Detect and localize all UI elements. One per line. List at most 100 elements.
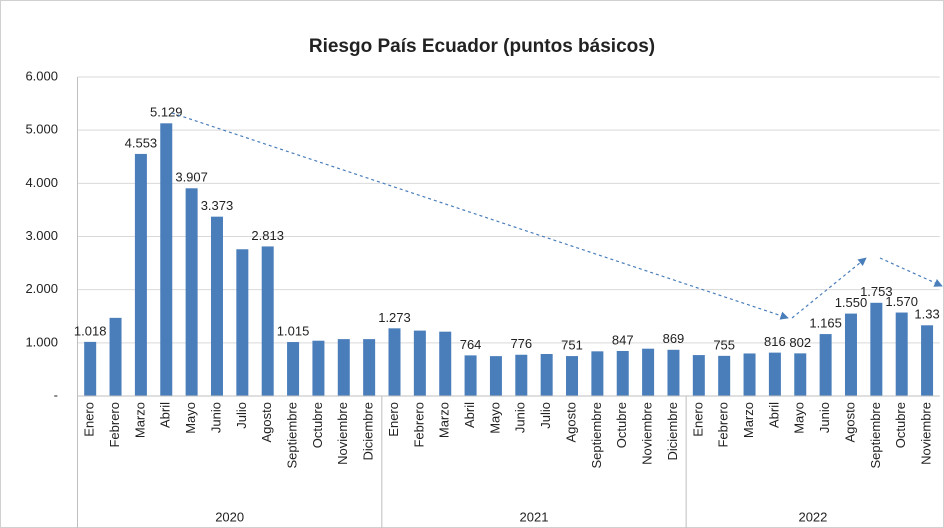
value-label: 1.165 bbox=[809, 315, 842, 330]
value-label: 3.373 bbox=[201, 198, 234, 213]
bar bbox=[540, 353, 553, 396]
value-label: 751 bbox=[561, 338, 583, 353]
x-tick-label: Noviembre bbox=[335, 402, 350, 465]
value-label: 1.018 bbox=[74, 323, 107, 338]
x-tick-label: Febrero bbox=[107, 402, 122, 448]
bar bbox=[185, 188, 198, 396]
x-tick-label: Noviembre bbox=[640, 402, 655, 465]
bar bbox=[515, 354, 528, 396]
bar bbox=[870, 302, 883, 396]
x-tick-label: Agosto bbox=[259, 402, 274, 442]
bar bbox=[743, 353, 756, 396]
x-tick-label: Octubre bbox=[893, 402, 908, 448]
x-tick-label: Marzo bbox=[741, 402, 756, 438]
value-label: 1.273 bbox=[378, 310, 411, 325]
value-label: 1.015 bbox=[277, 323, 310, 338]
trend-arrows bbox=[171, 112, 943, 320]
bar bbox=[413, 330, 426, 396]
bar bbox=[261, 246, 274, 396]
y-tick-label: 3.000 bbox=[25, 228, 58, 243]
group-label: 2020 bbox=[215, 509, 244, 524]
bar bbox=[642, 348, 655, 396]
x-tick-label: Agosto bbox=[563, 402, 578, 442]
x-tick-label: Junio bbox=[513, 402, 528, 433]
x-tick-label: Febrero bbox=[411, 402, 426, 448]
value-label: 764 bbox=[460, 337, 482, 352]
x-tick-label: Septiembre bbox=[284, 402, 299, 468]
value-label: 1.753 bbox=[860, 284, 893, 299]
x-tick-label: Enero bbox=[82, 402, 97, 437]
value-label: 1.570 bbox=[885, 294, 918, 309]
x-tick-label: Abril bbox=[462, 402, 477, 428]
x-tick-label: Marzo bbox=[437, 402, 452, 438]
chart-title: Riesgo País Ecuador (puntos básicos) bbox=[309, 36, 655, 57]
x-tick-label: Enero bbox=[386, 402, 401, 437]
bar bbox=[768, 352, 781, 396]
x-tick-label: Abril bbox=[766, 402, 781, 428]
x-tick-label: Mayo bbox=[183, 402, 198, 434]
bar bbox=[692, 355, 705, 396]
group-label: 2021 bbox=[520, 509, 549, 524]
value-label: 5.129 bbox=[150, 105, 183, 120]
bar bbox=[160, 123, 173, 396]
x-tick-label: Julio bbox=[538, 402, 553, 429]
bar bbox=[566, 356, 579, 396]
group-label: 2022 bbox=[798, 509, 827, 524]
x-tick-label: Agosto bbox=[842, 402, 857, 442]
trend-arrow bbox=[171, 112, 789, 320]
x-tick-label: Junio bbox=[208, 402, 223, 433]
value-label: 2.813 bbox=[251, 228, 284, 243]
x-tick-label: Mayo bbox=[792, 402, 807, 434]
bar bbox=[718, 355, 731, 396]
value-label: 847 bbox=[612, 332, 634, 347]
x-tick-label: Febrero bbox=[716, 402, 731, 448]
bar bbox=[84, 341, 97, 396]
x-tick-label: Septiembre bbox=[868, 402, 883, 468]
x-tick-label: Octubre bbox=[310, 402, 325, 448]
value-label: 776 bbox=[510, 336, 532, 351]
bar bbox=[794, 353, 807, 396]
bar bbox=[591, 351, 604, 396]
bar bbox=[489, 356, 502, 396]
value-label: 3.907 bbox=[175, 170, 208, 185]
x-tick-label: Octubre bbox=[614, 402, 629, 448]
bar bbox=[363, 339, 376, 396]
x-tick-label: Diciembre bbox=[665, 402, 680, 461]
bar bbox=[388, 328, 401, 396]
value-label: 802 bbox=[789, 335, 811, 350]
bar bbox=[236, 249, 249, 396]
trend-arrow bbox=[791, 257, 867, 319]
x-tick-label: Enero bbox=[690, 402, 705, 437]
bar bbox=[895, 312, 908, 396]
plot-area: - 1.000 2.000 3.000 4.000 5.000 6.000 1.018 Ener… bbox=[25, 68, 940, 528]
bar bbox=[921, 325, 934, 396]
value-label: 1.550 bbox=[835, 295, 868, 310]
x-tick-label: Junio bbox=[817, 402, 832, 433]
y-tick-label: 5.000 bbox=[25, 122, 58, 137]
bar bbox=[667, 349, 680, 396]
bar bbox=[134, 153, 147, 396]
bar bbox=[844, 313, 857, 396]
bar bbox=[616, 350, 629, 396]
x-tick-label: Septiembre bbox=[589, 402, 604, 468]
value-label: 755 bbox=[713, 337, 735, 352]
y-tick-label: 6.000 bbox=[25, 68, 58, 83]
y-tick-label: 4.000 bbox=[25, 175, 58, 190]
bar bbox=[109, 317, 122, 396]
bar bbox=[464, 355, 477, 396]
bar bbox=[819, 334, 832, 396]
bar bbox=[439, 331, 452, 396]
x-tick-label: Abril bbox=[158, 402, 173, 428]
value-label: 816 bbox=[764, 334, 786, 349]
x-tick-label: Marzo bbox=[132, 402, 147, 438]
x-tick-label: Mayo bbox=[487, 402, 502, 434]
y-tick-label: 2.000 bbox=[25, 281, 58, 296]
value-label: 4.553 bbox=[125, 135, 158, 150]
bar bbox=[287, 342, 300, 396]
trend-arrow bbox=[879, 257, 943, 287]
x-tick-label: Diciembre bbox=[361, 402, 376, 461]
y-tick-label: 1.000 bbox=[25, 334, 58, 349]
value-label: 869 bbox=[663, 331, 685, 346]
bar bbox=[337, 339, 350, 396]
